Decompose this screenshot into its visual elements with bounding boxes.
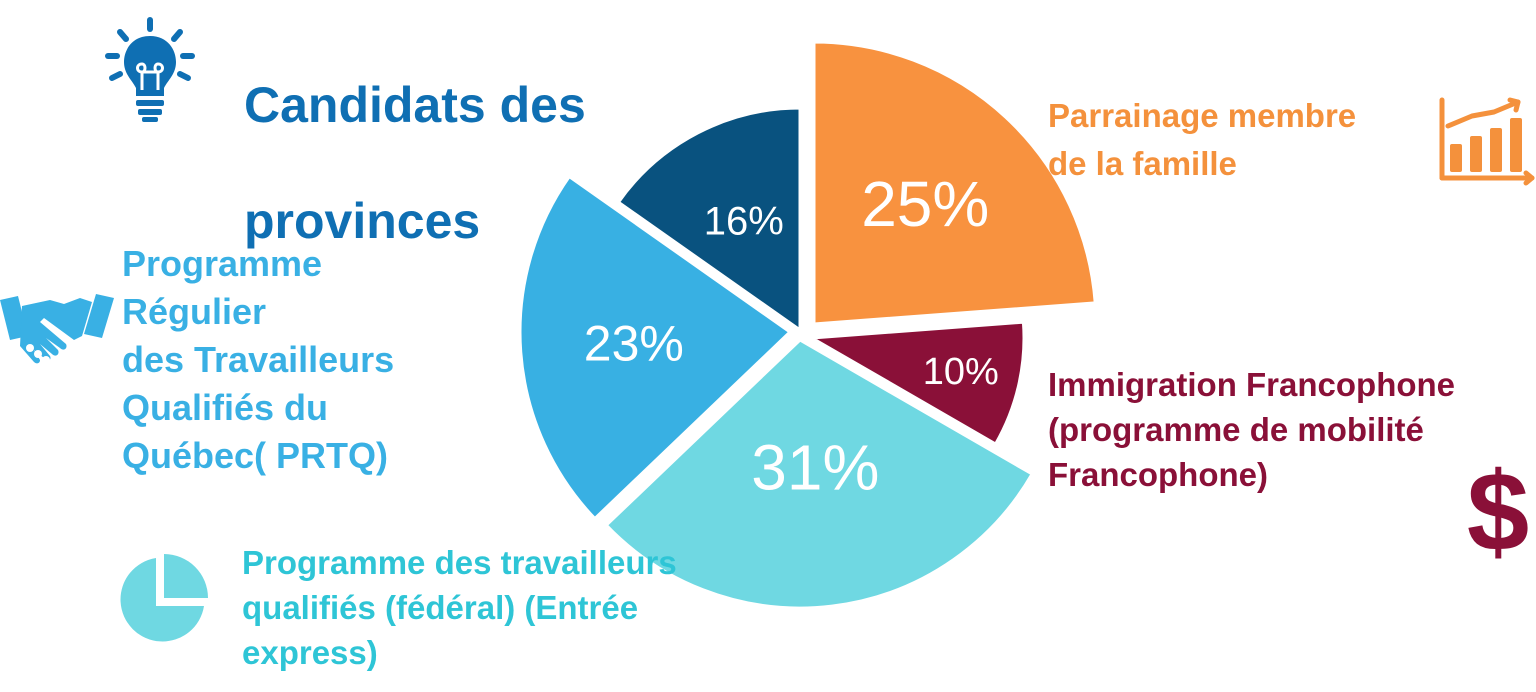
lightbulb-icon [102,16,198,124]
svg-text:$: $ [1467,454,1529,560]
pie-slice-candidats-des-provinces [616,106,802,333]
dollar-sign-icon: $ [1460,449,1536,574]
pie-slice-programme-r-gulier-des-travailleurs-qualifi-s-du-qu-bec-prtq [518,174,793,521]
pie-data-label-parrainage-membre-de-la-famille: 25% [861,168,989,240]
pie-data-label-programme-des-travailleurs-qualifi-s-f-d-ral-entr-e-express: 31% [751,432,879,504]
legend-express-label: Programme des travailleurs qualifiés (fé… [242,544,677,671]
pie-slice-parrainage-membre-de-la-famille [812,40,1097,326]
pie-slice-programme-des-travailleurs-qualifi-s-f-d-ral-entr-e-express [604,338,1035,610]
legend-family-label: Parrainage membre de la famille [1048,97,1357,182]
page-title-line2: provinces [244,193,481,249]
bar-chart-growth-icon [1432,96,1536,188]
page-title-line1: Candidats des [244,77,586,133]
handshake-icon [0,288,114,368]
pie-chart-icon [116,554,208,646]
legend-francophone-label: Immigration Francophone (programme de mo… [1048,366,1456,493]
pie-data-label-programme-r-gulier-des-travailleurs-qualifi-s-du-qu-bec-prtq: 23% [584,316,684,372]
pie-data-label-candidats-des-provinces: 16% [704,200,784,244]
pie-slice-immigration-francophone-programme-de-mobilit-francophone [807,320,1026,447]
legend-prtq-label: Programme Régulier des Travailleurs Qual… [122,243,395,476]
page-title: Candidats des provinces [244,18,586,308]
pie-data-label-immigration-francophone-programme-de-mobilit-francophone: 10% [923,351,999,393]
